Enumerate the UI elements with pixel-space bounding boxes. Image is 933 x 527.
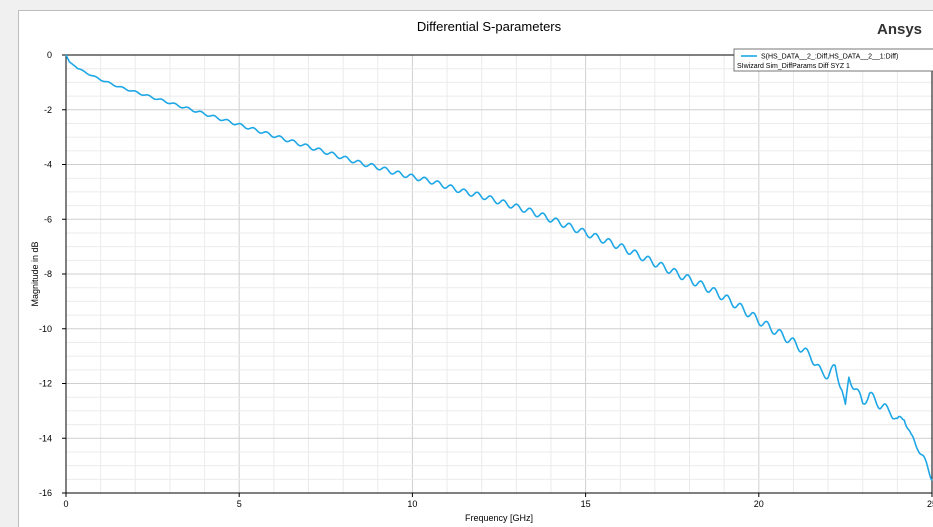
x-tick-label: 10 bbox=[407, 499, 417, 509]
series-layer bbox=[65, 54, 933, 481]
legend-subtitle: SIwizard Sim_DiffParams Diff SYZ 1 bbox=[737, 63, 850, 70]
y-tick-label: -6 bbox=[44, 214, 52, 224]
x-tick-label: 5 bbox=[237, 499, 242, 509]
y-tick-label: -8 bbox=[44, 269, 52, 279]
y-tick-label: -16 bbox=[39, 488, 52, 498]
y-axis-label: Magnitude in dB bbox=[30, 241, 40, 306]
plot-window: Differential S-parameters Ansys 0 5 10 15 20… bbox=[18, 10, 933, 527]
y-tick-label: -12 bbox=[39, 379, 52, 389]
legend-box bbox=[733, 48, 933, 72]
x-tick-label: 20 bbox=[754, 499, 764, 509]
legend-entry-label: S(HS_DATA__2_:Diff,HS_DATA__2__1:Diff) bbox=[761, 54, 898, 61]
y-tick-label: 0 bbox=[47, 50, 52, 60]
x-tick-label: 15 bbox=[581, 499, 591, 509]
y-tick-label: -2 bbox=[44, 105, 52, 115]
axis-ticks: 0 5 10 15 20 25 0 -2 -4 -6 -8 -10 -12 -14 -16 bbox=[39, 50, 933, 509]
x-tick-label: 25 bbox=[927, 499, 933, 509]
brand-logo: Ansys bbox=[877, 21, 922, 38]
y-tick-label: -14 bbox=[39, 433, 52, 443]
x-axis-label: Frequency [GHz] bbox=[465, 513, 533, 523]
series-line-0[interactable] bbox=[65, 54, 933, 481]
y-tick-label: -4 bbox=[44, 160, 52, 170]
x-tick-label: 0 bbox=[63, 499, 68, 509]
legend[interactable]: S(HS_DATA__2_:Diff,HS_DATA__2__1:Diff) S… bbox=[733, 48, 933, 72]
plot-background bbox=[19, 11, 933, 527]
y-tick-label: -10 bbox=[39, 324, 52, 334]
chart-title: Differential S-parameters bbox=[417, 19, 562, 34]
s-parameter-chart: Differential S-parameters Ansys 0 5 10 15 20… bbox=[19, 11, 933, 527]
